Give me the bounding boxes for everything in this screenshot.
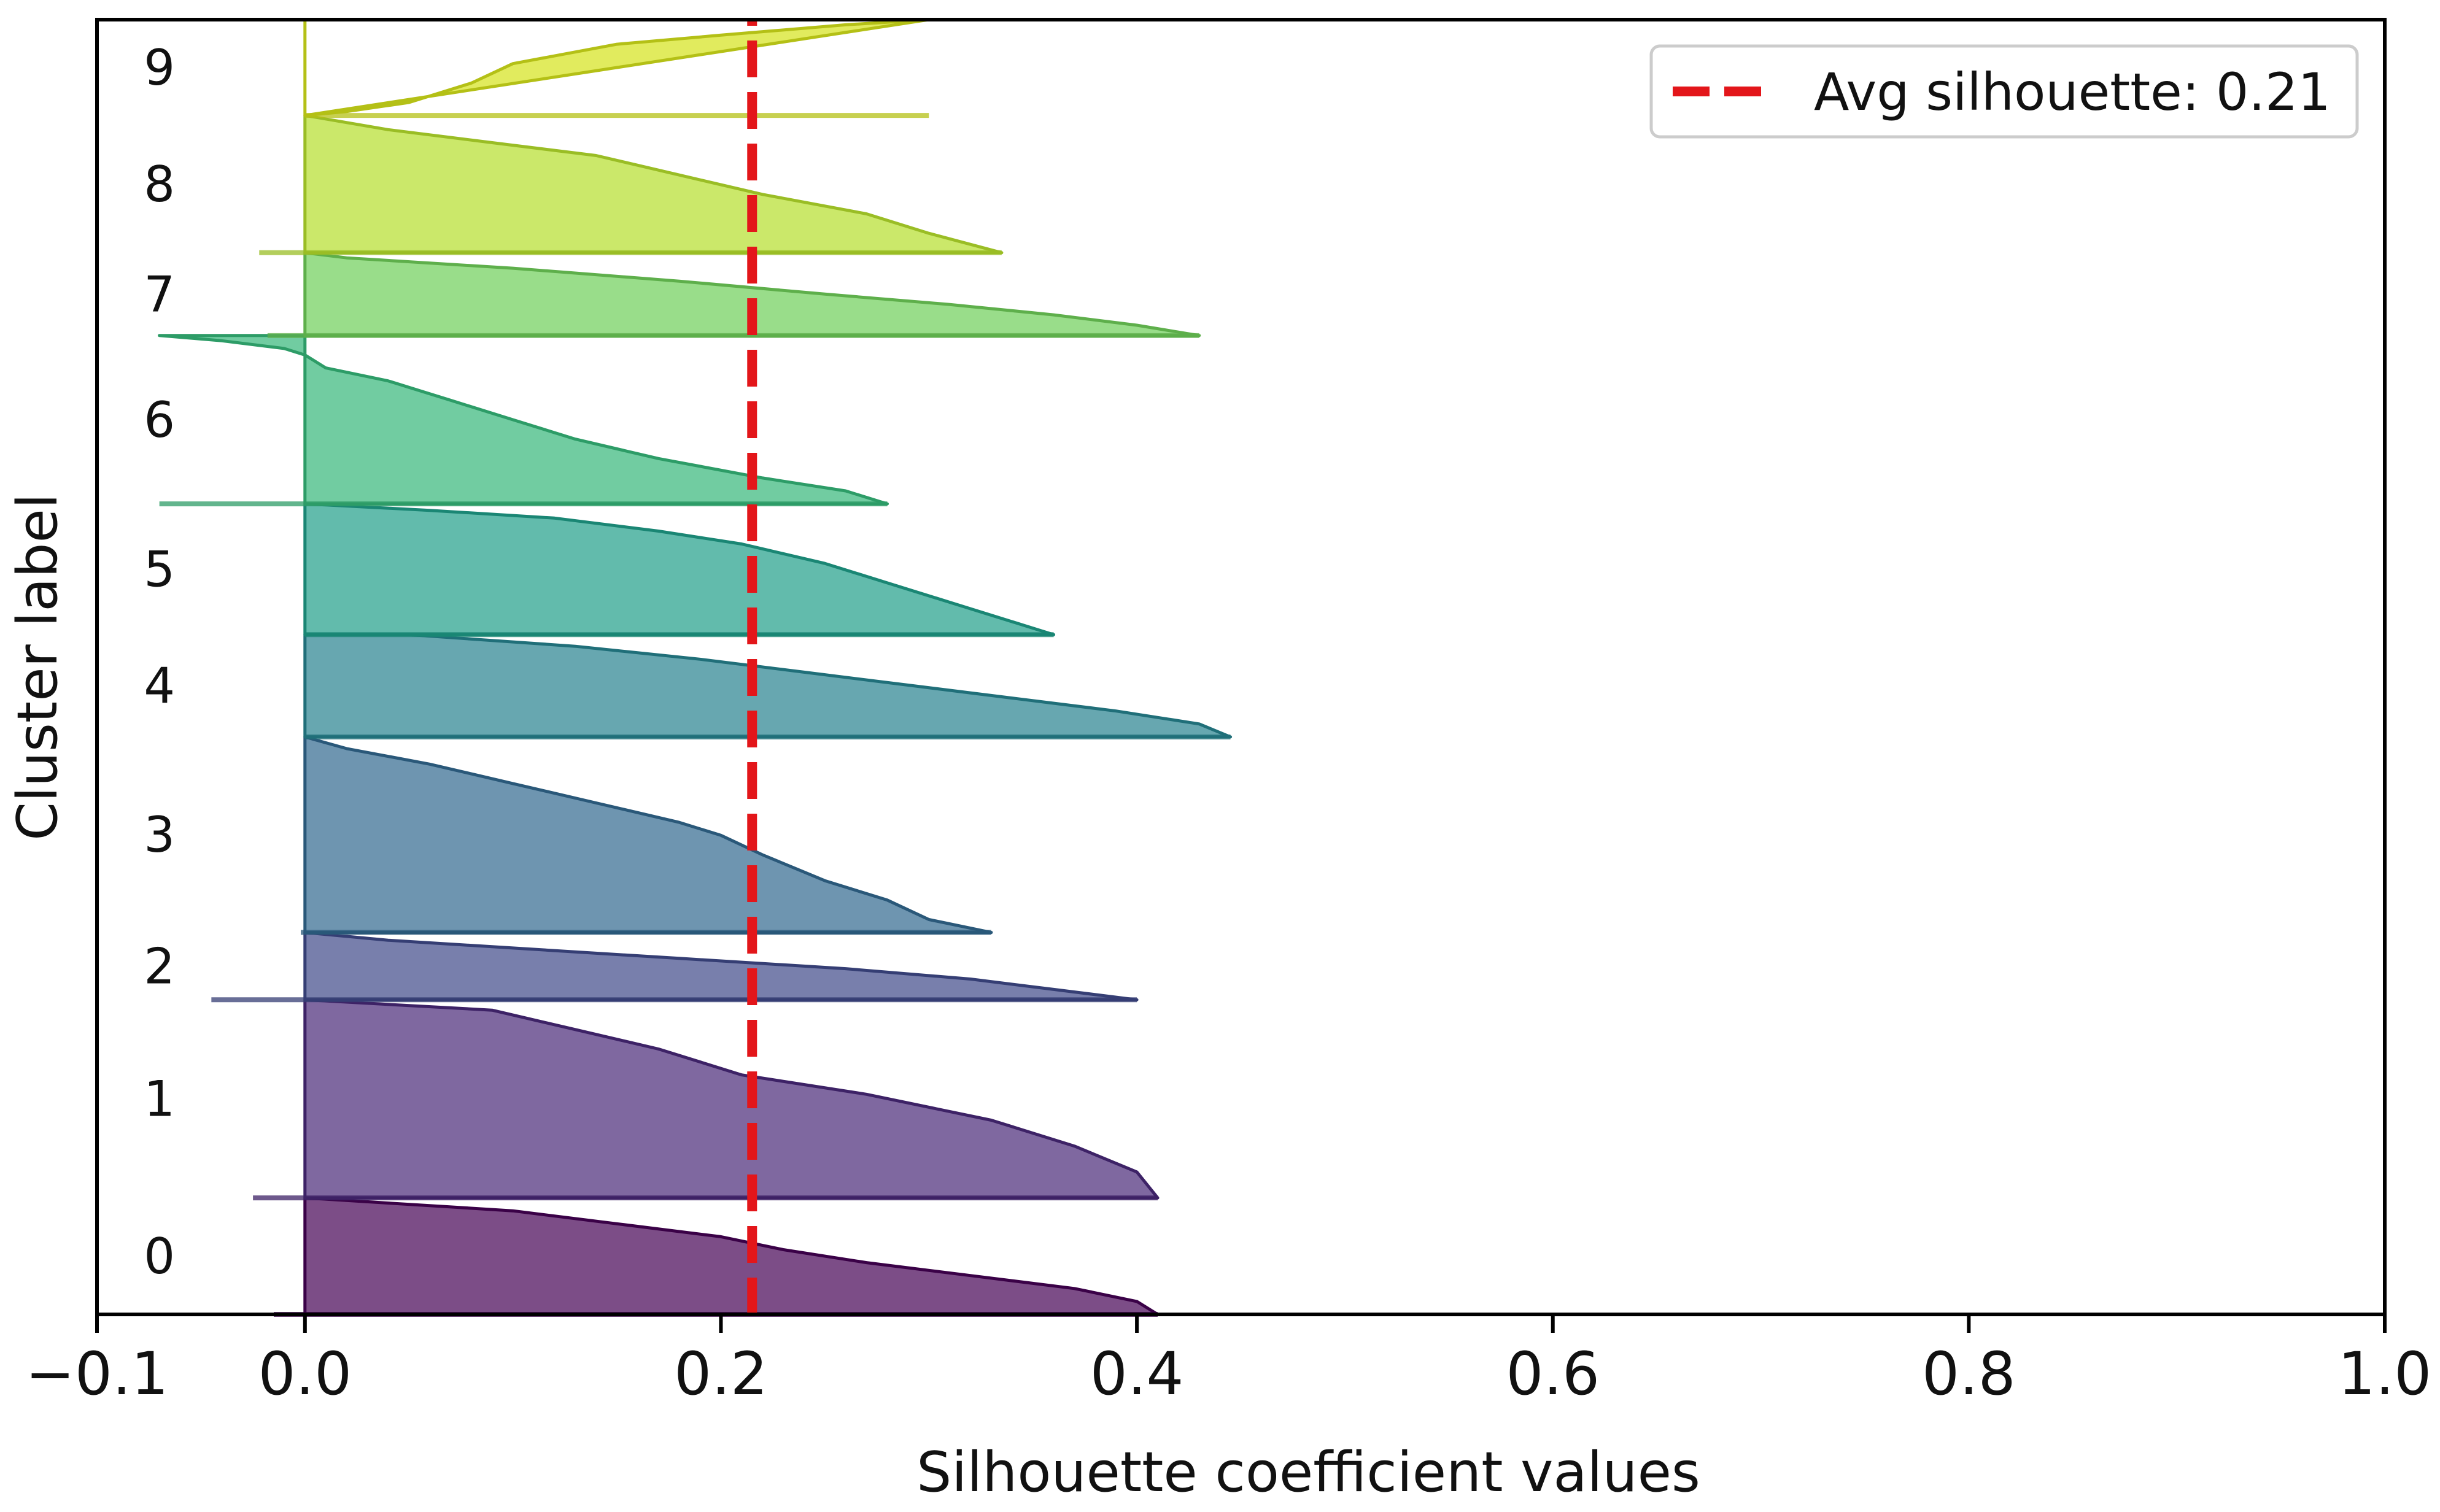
x-tick-label: 0.2 xyxy=(674,1340,768,1408)
legend-box xyxy=(1649,44,2359,139)
y-axis-title: Cluster label xyxy=(6,493,70,841)
cluster-label-8: 8 xyxy=(144,156,175,213)
cluster-label-5: 5 xyxy=(144,541,175,598)
cluster-label-0: 0 xyxy=(144,1228,175,1285)
cluster-9-silhouette xyxy=(303,18,931,117)
legend: Avg silhouette: 0.21 xyxy=(1649,44,2359,139)
x-tick-label: 0.0 xyxy=(258,1340,352,1408)
plot-frame xyxy=(95,18,2387,1316)
cluster-4-silhouette xyxy=(303,633,1233,739)
cluster-silhouette-bars: 0 1 2 3 4 5 6 7 8 9 xyxy=(144,18,1233,1317)
cluster-5-silhouette xyxy=(303,502,1056,636)
cluster-8-silhouette xyxy=(303,114,1004,255)
x-axis-title: Silhouette coefficient values xyxy=(916,1440,1700,1505)
cluster-label-4: 4 xyxy=(144,658,175,715)
x-tick-label: −0.1 xyxy=(25,1340,168,1408)
cluster-label-1: 1 xyxy=(144,1071,175,1128)
cluster-7-silhouette xyxy=(303,251,1201,338)
x-tick-label: 1.0 xyxy=(2338,1340,2432,1408)
x-tick-label: 0.4 xyxy=(1090,1340,1184,1408)
cluster-1-silhouette xyxy=(303,998,1160,1200)
cluster-label-6: 6 xyxy=(144,392,175,449)
cluster-3-silhouette xyxy=(303,735,993,935)
cluster-2-silhouette xyxy=(303,931,1139,1001)
legend-label: Avg silhouette: 0.21 xyxy=(1814,62,2331,122)
cluster-label-3: 3 xyxy=(144,806,175,863)
cluster-6-silhouette xyxy=(158,334,889,506)
cluster-label-2: 2 xyxy=(144,938,175,995)
cluster-label-9: 9 xyxy=(144,39,175,96)
x-tick-label: 0.8 xyxy=(1922,1340,2016,1408)
cluster-0-silhouette xyxy=(303,1196,1160,1316)
x-tick-label: 0.6 xyxy=(1506,1340,1600,1408)
axes-layer: −0.1 0.0 0.2 0.4 0.6 0.8 1.0 Silhouette coeffic… xyxy=(6,18,2432,1505)
cluster-label-7: 7 xyxy=(144,266,175,323)
